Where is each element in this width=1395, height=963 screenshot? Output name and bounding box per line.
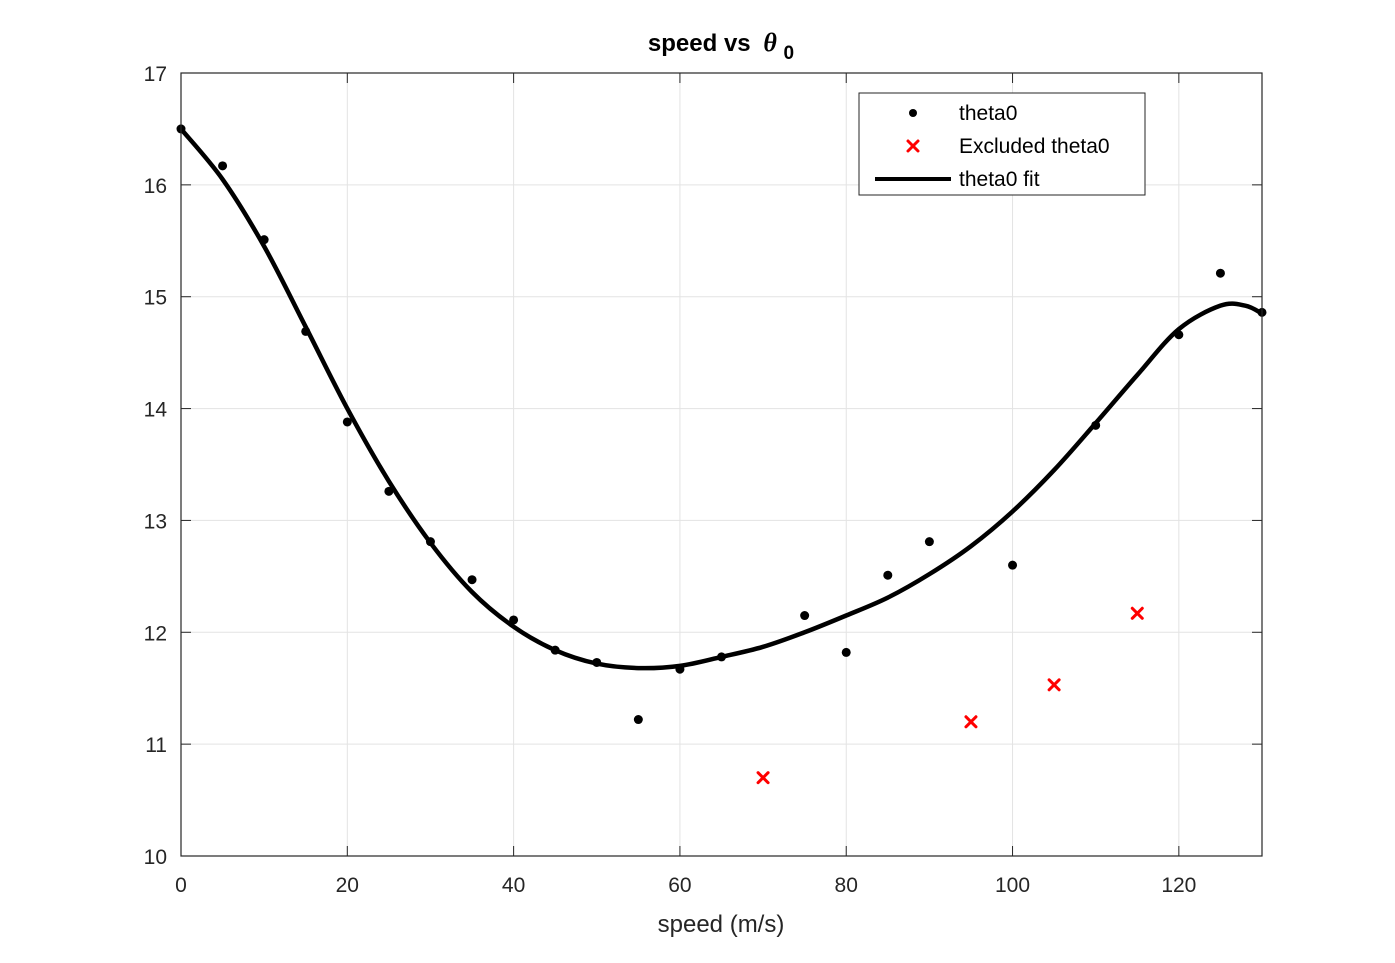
legend-marker-theta0: [909, 109, 917, 117]
chart-title-subscript: 0: [784, 43, 795, 64]
data-point: [675, 664, 685, 674]
x-axis-label: speed (m/s): [658, 911, 785, 938]
data-point: [342, 417, 352, 427]
x-tick-label: 80: [835, 874, 858, 897]
data-point: [800, 611, 810, 621]
axes-box: [180, 72, 1263, 857]
y-tick-label: 16: [144, 175, 167, 198]
x-tick-label: 100: [995, 874, 1030, 897]
data-point: [509, 615, 519, 625]
ticks: [180, 72, 1262, 857]
data-point: [883, 570, 893, 580]
data-point: [1174, 330, 1184, 340]
y-tick-labels: 10 11 12 13 14 15 16 17: [144, 63, 168, 869]
y-tick-label: 15: [144, 287, 167, 310]
y-tick-label: 12: [144, 622, 167, 645]
legend-marker-excluded-theta0: [906, 139, 920, 153]
data-point: [301, 326, 311, 336]
excluded-point: [1047, 678, 1061, 692]
data-point: [592, 657, 602, 667]
plot-area: [181, 73, 1262, 856]
x-tick-labels: 0 20 40 60 80 100 120: [175, 874, 1196, 897]
data-point: [384, 486, 394, 496]
legend-label-theta0-fit: theta0 fit: [959, 168, 1040, 191]
excluded-layer: [756, 606, 1144, 785]
y-tick-label: 10: [144, 846, 167, 869]
data-point: [259, 235, 269, 245]
data-point: [550, 645, 560, 655]
x-tick-label: 40: [502, 874, 525, 897]
x-tick-label: 0: [175, 874, 187, 897]
data-point: [633, 715, 643, 725]
data-point: [924, 537, 934, 547]
y-tick-label: 11: [145, 734, 167, 757]
excluded-point: [1130, 606, 1144, 620]
data-point: [1008, 560, 1018, 570]
x-tick-label: 120: [1161, 874, 1196, 897]
excluded-point: [756, 771, 770, 785]
legend-label-excluded-theta0: Excluded theta0: [959, 135, 1110, 158]
data-point: [1215, 268, 1225, 278]
legend: theta0 Excluded theta0 theta0 fit: [858, 92, 1146, 196]
chart-title-text: speed vs: [648, 30, 751, 57]
data-point: [425, 537, 435, 547]
chart-title: speed vs θ 0: [648, 28, 794, 64]
x-tick-label: 20: [336, 874, 359, 897]
y-tick-label: 17: [144, 63, 167, 86]
y-tick-label: 13: [144, 510, 167, 533]
data-point: [218, 161, 228, 171]
x-tick-label: 60: [668, 874, 691, 897]
data-point: [1091, 420, 1101, 430]
data-point: [841, 647, 851, 657]
data-point: [467, 575, 477, 585]
points-layer: [176, 124, 1267, 725]
chart-title-symbol: θ: [763, 28, 777, 57]
data-point: [717, 652, 726, 662]
legend-label-theta0: theta0: [959, 102, 1017, 125]
excluded-point: [964, 715, 978, 729]
y-tick-label: 14: [144, 399, 168, 422]
